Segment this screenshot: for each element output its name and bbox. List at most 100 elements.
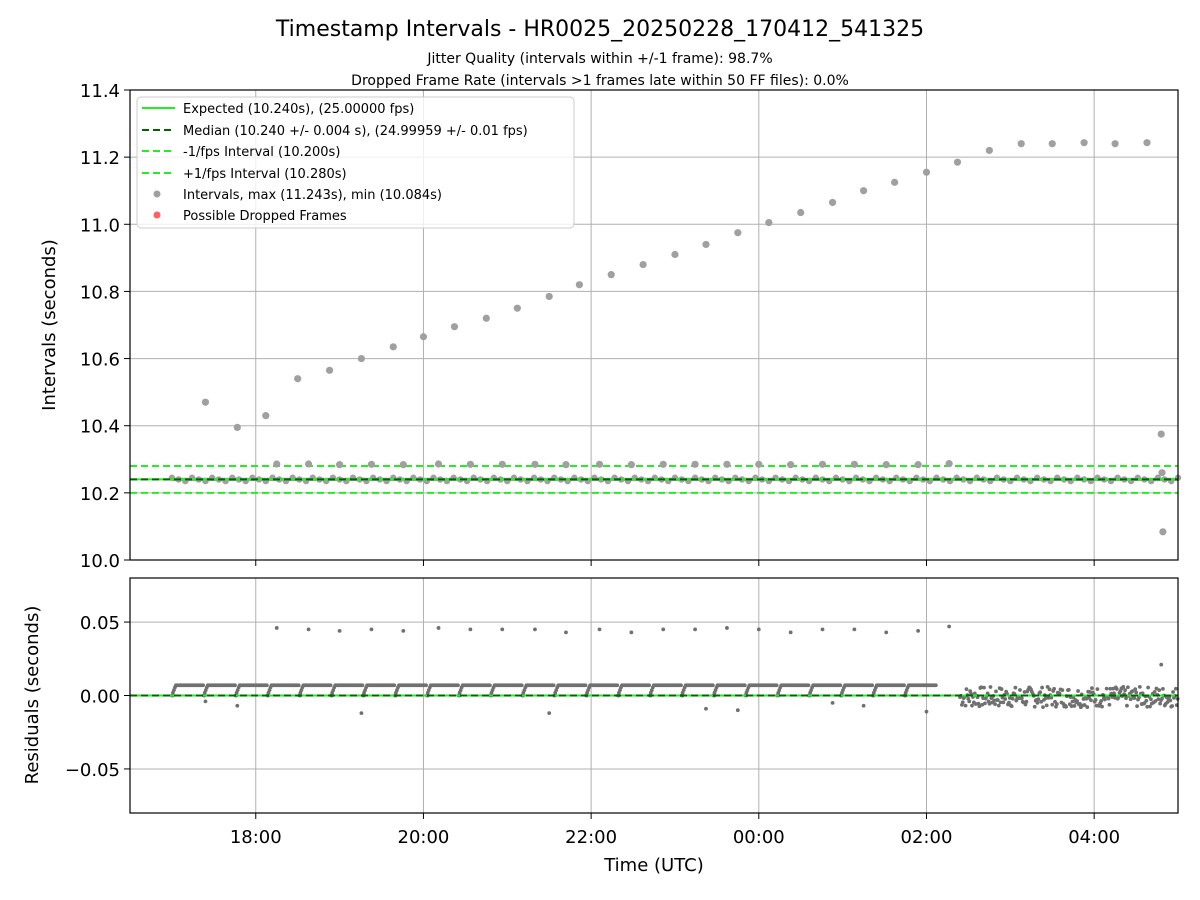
residual-point [1066,688,1071,692]
residuals-panel: −0.05 0.00 0.05 18:00 20:00 22:00 00:00 02:00 0… [22,577,1180,876]
residual-point [1047,687,1052,692]
residual-point [1010,696,1015,701]
residual-point [1132,696,1137,701]
residual-point [1040,685,1044,690]
legend-expected-label: Expected (10.240s), (25.00000 fps) [183,102,414,117]
interval-outlier-point [482,314,490,322]
residual-outlier-point [359,711,364,716]
residual-point [1160,696,1164,701]
interval-outlier-point [1048,140,1056,148]
interval-outlier-point [1158,469,1166,477]
residual-point [1039,699,1044,704]
residuals-y-ticks: −0.05 0.00 0.05 [65,613,130,781]
intervals-y-tick-label: 11.0 [80,215,120,236]
residual-point [1046,695,1051,700]
residual-point [1161,686,1165,691]
residual-point [1089,686,1094,691]
residual-outlier-point [852,627,857,632]
residual-points [170,624,1180,716]
intervals-x-ticks [255,560,1095,566]
residual-point [1069,704,1074,709]
residual-point [1137,695,1141,700]
x-tick-label: 04:00 [1068,827,1120,848]
residual-point [1152,690,1157,694]
residual-point [993,702,997,706]
residual-point [1038,690,1043,694]
residual-outlier-point [597,627,602,632]
residuals-y-tick-label: −0.05 [65,760,120,781]
intervals-y-tick-label: 10.6 [80,350,120,371]
residual-point [1133,687,1138,692]
interval-point [850,460,858,468]
residual-point [1145,704,1150,709]
interval-outlier-point [607,271,615,279]
residual-point [1135,704,1139,709]
residual-point [551,683,556,688]
interval-outlier-point [294,375,302,383]
residual-outlier-point [756,627,761,632]
residual-outlier-point [947,624,952,629]
residual-point [1093,697,1098,702]
residual-point [264,683,269,688]
residual-point [360,683,365,688]
residual-point [296,683,301,688]
residual-point [1137,684,1142,689]
residual-point [1036,697,1041,702]
intervals-y-axis-label: Intervals (seconds) [39,239,60,411]
residual-point [1041,705,1045,710]
residuals-x-ticks: 18:00 20:00 22:00 00:00 02:00 04:00 [230,813,1120,848]
interval-point [627,461,635,469]
residual-point [1125,703,1129,708]
residual-point [1060,688,1065,693]
interval-outlier-point [953,158,962,166]
residual-point [1134,690,1139,695]
residual-outlier-point [500,627,505,632]
residual-point [1100,704,1104,709]
residual-point [988,685,993,689]
residual-point [902,683,906,688]
residual-point [1076,689,1080,693]
intervals-panel: 10.0 10.2 10.4 10.6 10.8 11.0 11.2 11.4 Interva… [39,81,1182,572]
intervals-y-tick-label: 10.8 [80,282,120,303]
interval-outlier-point [450,323,459,331]
interval-point [562,461,570,469]
legend-dropped-label: Possible Dropped Frames [183,209,347,224]
interval-point [531,460,539,468]
interval-point [787,461,795,469]
legend-box [136,96,575,229]
residual-point [1153,699,1158,703]
interval-outlier-point [922,168,931,176]
residual-point [615,683,620,688]
residual-point [1148,704,1152,709]
residual-outlier-point [274,626,279,630]
intervals-y-tick-label: 11.2 [80,148,120,169]
legend-median-label: Median (10.240 +/- 0.004 s), (24.99959 +… [183,124,528,139]
intervals-y-tick-label: 10.4 [80,417,120,438]
residual-point [1157,688,1162,693]
residual-point [838,683,843,688]
residual-point [1168,698,1173,703]
interval-outlier-point [1143,139,1151,147]
residual-outlier-point [725,626,729,630]
interval-point [336,461,344,469]
interval-outlier-point [1080,139,1088,147]
residual-outlier-point [830,700,835,705]
residual-point [233,683,237,688]
residual-outlier-point [337,628,342,633]
residual-outlier-point [820,627,825,632]
interval-point [498,460,506,468]
interval-point [273,460,281,468]
intervals-y-ticks: 10.0 10.2 10.4 10.6 10.8 11.0 11.2 11.4 [80,81,130,572]
interval-outlier-point [891,178,899,186]
interval-point [882,461,890,469]
interval-point [367,460,376,468]
interval-outlier-point [201,398,210,406]
residual-outlier-point [533,627,537,632]
residual-point [998,700,1003,705]
residual-point [933,683,938,688]
residual-point [1019,696,1024,701]
residual-outlier-point [468,627,473,632]
residual-point [1121,684,1126,689]
residual-point [973,702,978,706]
